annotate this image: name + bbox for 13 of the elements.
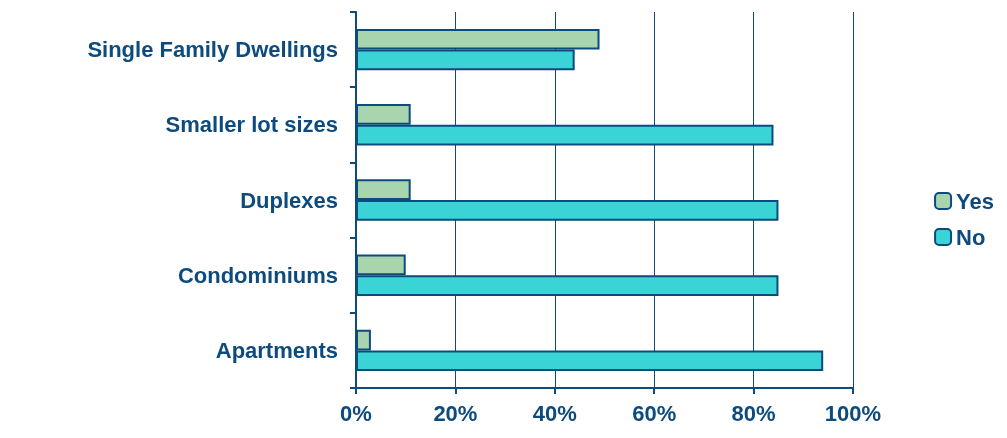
x-tick-label: 40%: [532, 400, 577, 426]
y-tick-label: Single Family Dwellings: [87, 37, 338, 63]
x-tick-label: 20%: [433, 400, 478, 426]
x-tick-label: 100%: [824, 400, 882, 426]
legend-label: No: [956, 224, 986, 250]
x-tick-label: 0%: [340, 400, 372, 426]
x-tick-label: 60%: [632, 400, 677, 426]
y-tick-label: Condominiums: [177, 262, 338, 288]
y-tick-label: Smaller lot sizes: [165, 112, 338, 138]
x-tick-label: 80%: [731, 400, 776, 426]
y-tick-label: Duplexes: [240, 187, 338, 213]
y-tick-label: Apartments: [215, 337, 338, 363]
legend-label: Yes: [956, 188, 995, 214]
